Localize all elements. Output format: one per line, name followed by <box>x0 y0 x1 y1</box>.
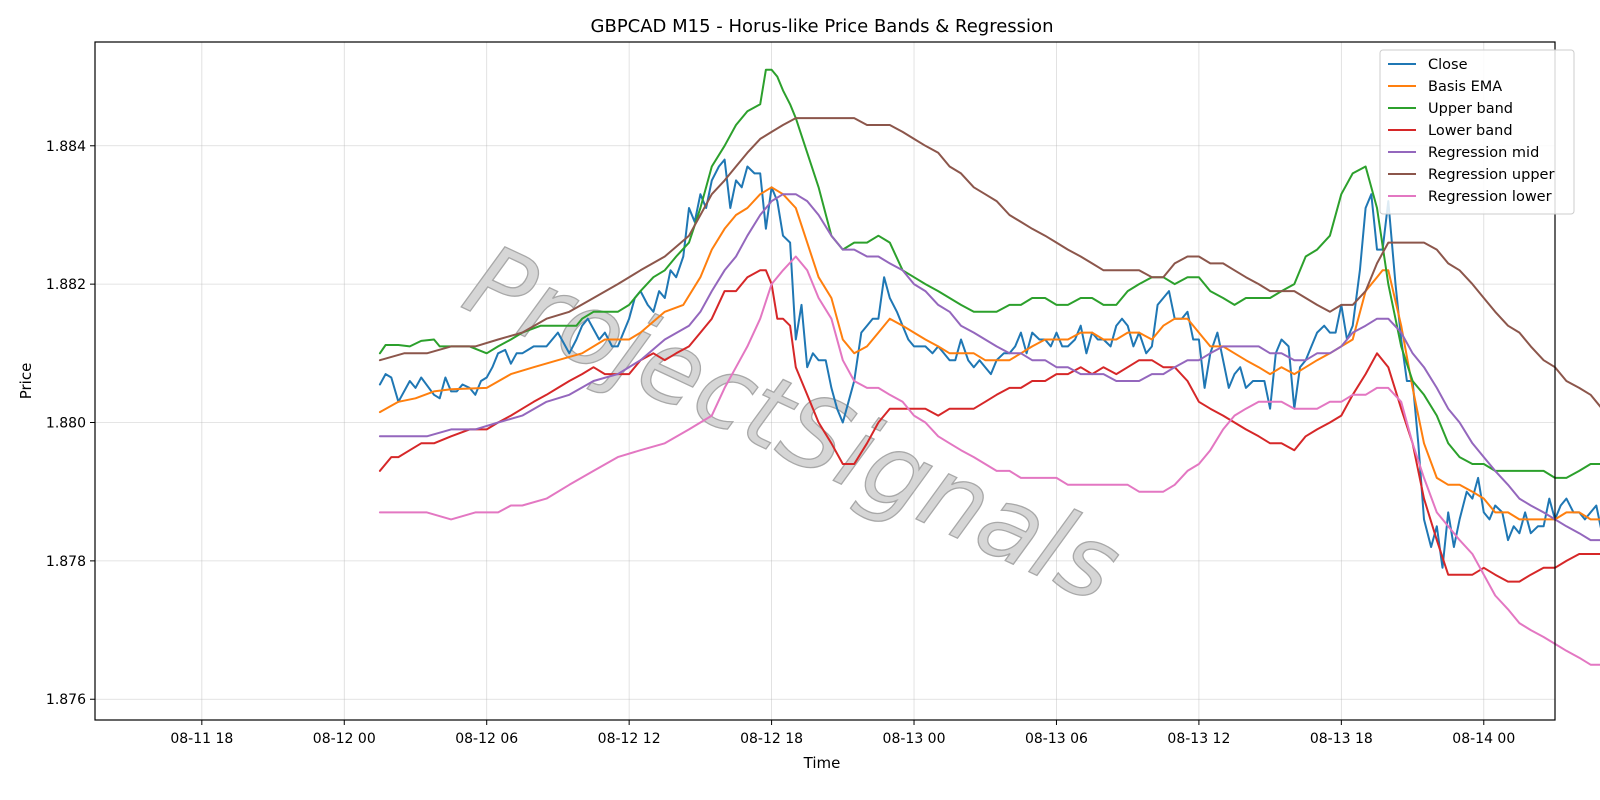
legend-label-regression-lower: Regression lower <box>1428 189 1552 205</box>
series-line-regression-lower <box>378 255 1600 666</box>
y-tick-label: 1.876 <box>46 692 86 708</box>
series-line-upper-band <box>378 68 1600 479</box>
series-line-regression-upper <box>378 117 1600 408</box>
y-axis-ticks: 1.876 1.878 1.880 1.882 1.884 <box>46 139 95 708</box>
legend-label-regression-mid: Regression mid <box>1428 145 1539 161</box>
series-line-close <box>378 158 1600 569</box>
x-tick-label: 08-13 06 <box>1025 731 1088 747</box>
legend-label-basis-ema: Basis EMA <box>1428 79 1502 95</box>
x-tick-label: 08-12 00 <box>313 731 376 747</box>
x-tick-label: 08-13 12 <box>1167 731 1230 747</box>
x-tick-label: 08-12 18 <box>740 731 803 747</box>
chart-title: GBPCAD M15 - Horus-like Price Bands & Re… <box>591 16 1054 37</box>
legend-label-lower-band: Lower band <box>1428 123 1513 139</box>
series-line-lower-band <box>378 269 1600 583</box>
series-lines <box>378 68 1600 666</box>
y-tick-label: 1.878 <box>46 554 86 570</box>
x-axis-ticks: 08-11 18 08-12 00 08-12 06 08-12 12 08-12 18… <box>170 720 1515 747</box>
legend-label-regression-upper: Regression upper <box>1428 167 1554 183</box>
x-tick-label: 08-12 06 <box>455 731 518 747</box>
x-tick-label: 08-11 18 <box>170 731 233 747</box>
y-tick-label: 1.884 <box>46 139 86 155</box>
x-tick-label: 08-12 12 <box>598 731 661 747</box>
series-line-regression-mid <box>378 193 1600 542</box>
plot-frame <box>94 41 1556 721</box>
grid-lines <box>95 42 1555 720</box>
y-axis-label: Price <box>17 363 35 400</box>
x-tick-label: 08-14 00 <box>1452 731 1515 747</box>
y-tick-label: 1.880 <box>46 416 86 432</box>
legend-label-upper-band: Upper band <box>1428 101 1513 117</box>
legend: Close Basis EMA Upper band Lower band Regres… <box>1379 49 1575 215</box>
legend-box <box>1379 49 1575 215</box>
legend-label-close: Close <box>1428 57 1468 73</box>
series-line-basis-ema <box>378 186 1600 521</box>
x-tick-label: 08-13 18 <box>1310 731 1373 747</box>
x-tick-label: 08-13 00 <box>883 731 946 747</box>
x-axis-label: Time <box>803 754 841 772</box>
y-tick-label: 1.882 <box>46 277 86 293</box>
